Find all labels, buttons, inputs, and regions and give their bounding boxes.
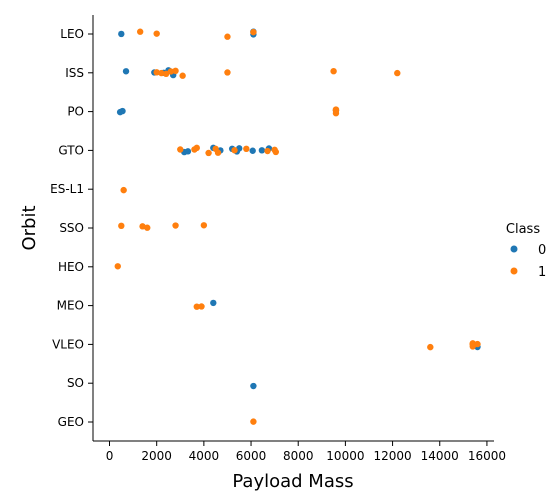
legend-label: 1 <box>538 265 546 280</box>
data-point-class-1 <box>118 222 125 230</box>
y-tick-label: SO <box>67 376 84 390</box>
x-tick-label: 6000 <box>236 449 267 463</box>
y-axis-title: Orbit <box>19 205 40 250</box>
y-tick-label: MEO <box>57 299 84 313</box>
data-point-class-0 <box>249 147 256 154</box>
data-point-class-0 <box>258 147 266 154</box>
y-tick-label: ES-L1 <box>50 182 84 196</box>
chart-axes <box>92 15 494 442</box>
data-point-class-1 <box>330 67 337 75</box>
y-tick-label: HEO <box>58 260 84 274</box>
data-point-class-1 <box>205 149 212 157</box>
data-point-class-1 <box>153 69 160 76</box>
data-point-class-1 <box>332 110 340 117</box>
legend: Class 0 1 <box>506 222 546 280</box>
data-point-class-1 <box>120 186 127 194</box>
x-tick-label: 0 <box>106 449 114 463</box>
data-point-class-1 <box>214 149 222 156</box>
data-point-class-1 <box>224 33 231 40</box>
data-point-class-1 <box>272 148 280 156</box>
data-point-class-1 <box>427 343 434 351</box>
data-point-class-1 <box>193 303 200 310</box>
data-point-class-0 <box>210 299 217 307</box>
y-ticks: LEO ISS PO GTO ES-L1 SSO HEO MEO VLEO SO GEO <box>50 27 93 429</box>
chart-marks <box>114 28 481 425</box>
data-point-class-1 <box>224 69 231 76</box>
legend-marker <box>510 245 518 253</box>
x-tick-label: 8000 <box>283 449 314 463</box>
data-point-class-1 <box>172 222 179 229</box>
data-point-class-1 <box>162 70 170 78</box>
y-tick-label: GEO <box>58 415 84 429</box>
data-point-class-1 <box>177 146 184 153</box>
data-point-class-1 <box>469 343 476 350</box>
y-tick-label: LEO <box>60 27 84 41</box>
data-point-class-0 <box>250 382 257 390</box>
x-tick-label: 2000 <box>141 449 172 463</box>
x-axis-title: Payload Mass <box>232 471 353 492</box>
data-point-class-1 <box>114 263 121 270</box>
x-tick-label: 16000 <box>468 449 506 463</box>
data-point-class-1 <box>250 28 257 36</box>
x-ticks: 0 2000 4000 6000 8000 10000 12000 14000 16000 <box>106 441 506 463</box>
data-point-class-0 <box>184 148 192 155</box>
y-tick-label: ISS <box>65 66 84 80</box>
data-point-class-1 <box>243 145 250 153</box>
legend-title: Class <box>506 222 540 237</box>
data-point-class-0 <box>122 68 130 75</box>
data-point-class-1 <box>193 144 200 152</box>
y-tick-label: VLEO <box>52 337 84 351</box>
data-point-class-1 <box>394 69 401 77</box>
legend-marker <box>510 267 518 275</box>
data-point-class-1 <box>136 28 144 35</box>
data-point-class-1 <box>198 303 205 310</box>
data-point-class-1 <box>200 222 208 229</box>
data-point-class-1 <box>153 30 160 37</box>
y-tick-label: GTO <box>58 143 84 157</box>
legend-label: 0 <box>538 243 546 258</box>
data-point-class-1 <box>231 147 238 154</box>
data-point-class-0 <box>119 107 126 115</box>
y-tick-label: PO <box>67 105 84 119</box>
data-point-class-1 <box>172 67 179 75</box>
data-point-class-1 <box>144 224 151 231</box>
x-tick-label: 14000 <box>421 449 459 463</box>
data-point-class-1 <box>179 72 186 79</box>
data-point-class-1 <box>167 68 175 75</box>
y-tick-label: SSO <box>59 221 84 235</box>
x-tick-label: 4000 <box>189 449 220 463</box>
data-point-class-1 <box>158 69 165 77</box>
x-tick-label: 10000 <box>326 449 364 463</box>
data-point-class-0 <box>118 30 125 38</box>
x-tick-label: 12000 <box>373 449 411 463</box>
data-point-class-1 <box>264 147 271 155</box>
data-point-class-1 <box>474 340 481 348</box>
data-point-class-1 <box>250 418 257 425</box>
